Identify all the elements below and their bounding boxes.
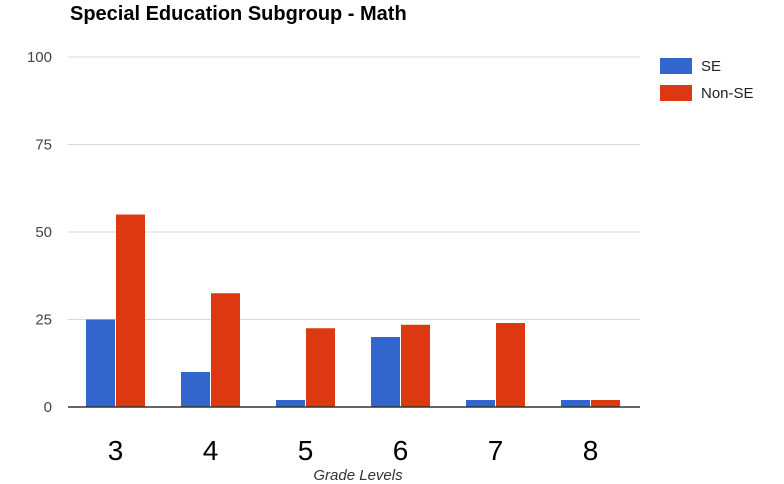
bar-non-se-grade-6 xyxy=(401,324,430,407)
y-tick-label: 100 xyxy=(27,49,52,66)
bar-non-se-grade-8 xyxy=(591,400,620,407)
legend-swatch xyxy=(660,85,692,101)
x-tick-label: 8 xyxy=(583,435,599,466)
bar-se-grade-4 xyxy=(181,372,210,407)
bar-non-se-grade-4 xyxy=(211,293,240,407)
x-axis-title: Grade Levels xyxy=(313,467,403,484)
y-tick-label: 25 xyxy=(35,312,52,329)
bar-se-grade-7 xyxy=(466,400,495,407)
x-tick-label: 3 xyxy=(108,435,124,466)
x-tick-label: 7 xyxy=(488,435,504,466)
y-tick-label: 75 xyxy=(35,137,52,154)
bar-se-grade-5 xyxy=(276,400,305,407)
bar-se-grade-3 xyxy=(86,319,115,407)
bar-non-se-grade-5 xyxy=(306,328,335,407)
y-tick-label: 50 xyxy=(35,224,52,241)
y-axis-ticks: 0 25 50 75 100 xyxy=(27,49,52,416)
bar-se-grade-8 xyxy=(561,400,590,407)
x-tick-label: 6 xyxy=(393,435,409,466)
bars xyxy=(86,214,620,407)
legend-label: SE xyxy=(701,58,721,75)
x-tick-label: 5 xyxy=(298,435,314,466)
bar-se-grade-6 xyxy=(371,337,400,407)
legend: SE Non-SE xyxy=(660,58,754,102)
gridlines xyxy=(68,56,640,320)
bar-non-se-grade-7 xyxy=(496,323,525,407)
legend-swatch xyxy=(660,58,692,74)
y-tick-label: 0 xyxy=(44,399,52,416)
bar-non-se-grade-3 xyxy=(116,214,145,407)
legend-label: Non-SE xyxy=(701,85,754,102)
x-axis-ticks: 3 4 5 6 7 8 xyxy=(108,435,599,466)
chart-title: Special Education Subgroup - Math xyxy=(70,3,407,25)
x-tick-label: 4 xyxy=(203,435,219,466)
